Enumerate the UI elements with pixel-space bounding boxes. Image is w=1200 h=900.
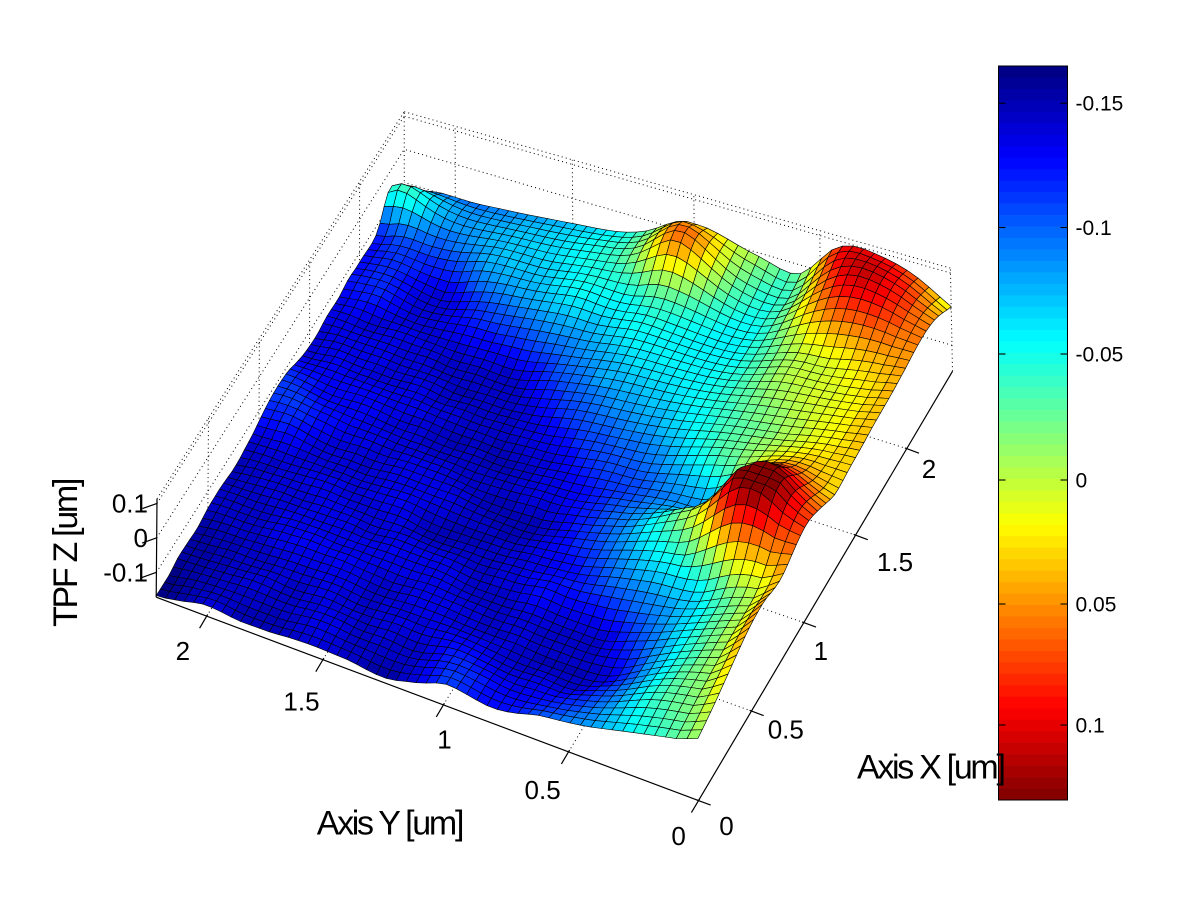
svg-text:2: 2	[922, 454, 936, 484]
svg-text:2: 2	[176, 636, 190, 666]
svg-text:0.05: 0.05	[1076, 593, 1117, 616]
svg-text:0: 0	[1076, 469, 1088, 492]
svg-text:0: 0	[671, 821, 685, 851]
svg-text:1: 1	[437, 725, 451, 755]
svg-text:Axis X [um]: Axis X [um]	[857, 749, 1004, 787]
svg-text:0: 0	[719, 811, 733, 841]
svg-text:0.5: 0.5	[768, 714, 804, 744]
svg-text:0: 0	[134, 523, 148, 553]
svg-text:Axis Y [um]: Axis Y [um]	[317, 804, 463, 842]
svg-text:0.5: 0.5	[525, 775, 561, 805]
svg-text:-0.05: -0.05	[1076, 343, 1124, 366]
svg-text:1: 1	[814, 636, 828, 666]
svg-text:TPF Z [um]: TPF Z [um]	[47, 479, 85, 627]
svg-text:-0.1: -0.1	[1076, 217, 1112, 240]
svg-text:1.5: 1.5	[877, 547, 913, 577]
svg-text:-0.1: -0.1	[103, 558, 148, 588]
svg-text:0.1: 0.1	[1076, 714, 1105, 737]
svg-text:-0.15: -0.15	[1076, 93, 1124, 116]
svg-text:1.5: 1.5	[283, 687, 319, 717]
svg-text:0.1: 0.1	[112, 489, 148, 519]
